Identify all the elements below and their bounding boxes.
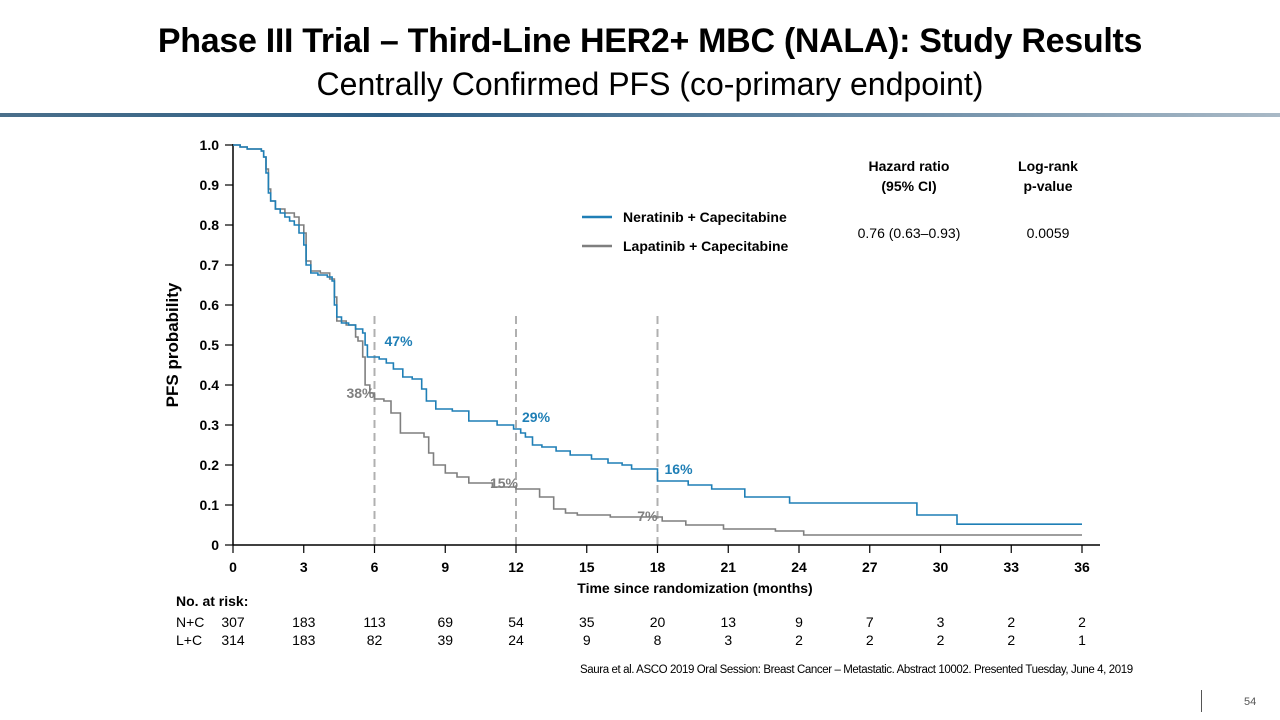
data-label-16pct: 16% [665,461,694,477]
risk-cell: 20 [649,614,666,630]
risk-row-label: L+C [176,632,203,648]
km-curve-neratinib [233,144,1082,525]
x-axis-label: Time since randomization (months) [577,580,812,596]
y-tick-label: 0.2 [200,457,220,473]
risk-cell: 2 [1007,614,1016,630]
hazard-ratio-value: 0.76 (0.63–0.93) [858,225,961,241]
risk-cell: 3 [936,614,945,630]
page-title: Phase III Trial – Third-Line HER2+ MBC (… [157,22,1143,60]
risk-cell: 2 [936,632,945,648]
risk-cell: 54 [508,614,524,630]
p-value-header: p-value [1023,178,1072,194]
risk-cell: 1 [1078,632,1086,648]
risk-cell: 24 [508,632,524,648]
risk-cell: 113 [363,614,386,630]
y-axis-label: PFS probability [163,282,182,407]
footnote: Saura et al. ASCO 2019 Oral Session: Bre… [580,664,1133,676]
y-tick-label: 0.4 [200,377,220,393]
y-tick-label: 0.7 [200,257,220,273]
y-tick-label: 0.8 [200,217,220,233]
risk-table-header: No. at risk: [176,593,249,609]
p-value: 0.0059 [1027,225,1070,241]
y-tick-label: 0.1 [200,497,220,513]
data-label-7pct: 7% [637,508,658,524]
risk-cell: 183 [292,632,316,648]
risk-cell: 9 [795,614,803,630]
legend-label-neratinib: Neratinib + Capecitabine [623,209,787,225]
risk-row-label: N+C [176,614,205,630]
risk-cell: 2 [1007,632,1016,648]
x-tick-label: 0 [229,559,237,575]
x-tick-label: 6 [371,559,379,575]
legend-label-lapatinib: Lapatinib + Capecitabine [623,238,789,254]
x-tick-label: 24 [791,559,807,575]
x-tick-label: 33 [1003,559,1019,575]
data-label-15pct: 15% [490,475,519,491]
x-tick-label: 12 [508,559,524,575]
x-tick-label: 18 [650,559,666,575]
risk-cell: 2 [865,632,874,648]
data-label-38pct: 38% [346,385,375,401]
risk-cell: 13 [720,614,737,630]
risk-cell: 9 [582,632,591,648]
x-tick-label: 36 [1074,559,1090,575]
y-tick-label: 1.0 [200,137,220,153]
risk-cell: 183 [292,614,316,630]
risk-cell: 2 [1078,614,1086,630]
risk-cell: 82 [366,632,383,648]
x-tick-label: 3 [300,559,308,575]
risk-cell: 3 [724,632,733,648]
page-subtitle: Centrally Confirmed PFS (co-primary endp… [316,66,984,102]
risk-cell: 2 [795,632,803,648]
page-number: 54 [1244,696,1257,708]
log-rank-header: Log-rank [1018,158,1078,174]
hazard-ratio-ci-header: (95% CI) [881,178,936,194]
x-tick-label: 30 [933,559,949,575]
hazard-ratio-header: Hazard ratio [869,158,950,174]
risk-cell: 35 [578,614,595,630]
risk-cell: 314 [221,632,245,648]
risk-cell: 69 [437,614,454,630]
y-tick-label: 0 [211,537,219,553]
risk-cell: 8 [653,632,662,648]
x-tick-label: 15 [579,559,595,575]
x-tick-label: 21 [720,559,736,575]
risk-cell: 39 [437,632,454,648]
data-label-29pct: 29% [522,409,551,425]
x-tick-label: 27 [862,559,878,575]
risk-cell: 307 [221,614,245,630]
y-tick-label: 0.9 [200,177,220,193]
x-tick-label: 9 [441,559,449,575]
page-divider [1201,690,1202,712]
y-tick-label: 0.3 [200,417,220,433]
risk-cell: 7 [865,614,874,630]
title-divider [0,113,1280,117]
data-label-47pct: 47% [385,333,414,349]
y-tick-label: 0.6 [200,297,220,313]
y-tick-label: 0.5 [200,337,220,353]
